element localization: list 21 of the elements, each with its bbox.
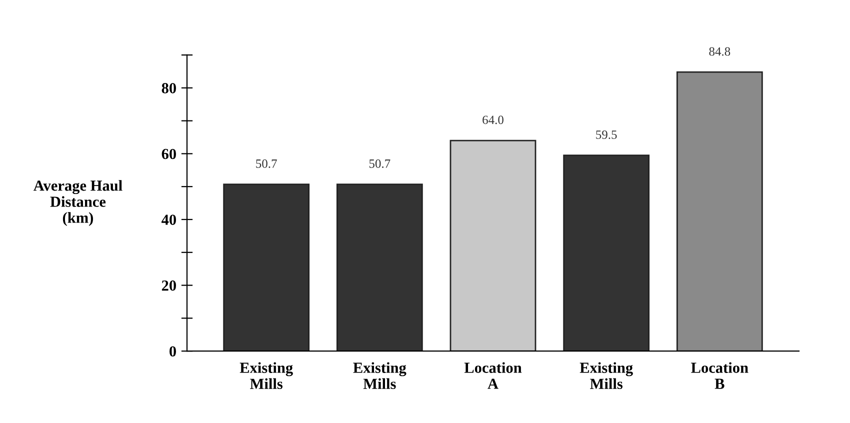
bar <box>676 71 763 352</box>
y-tick-label: 60 <box>162 148 176 160</box>
y-tick-label: 20 <box>162 280 176 291</box>
y-axis-title: Average Haul Distance (km) <box>33 180 122 226</box>
data-label: 50.7 <box>369 159 390 168</box>
x-tick-label: Existing Mills <box>353 362 406 390</box>
y-tick-label: 40 <box>162 214 176 225</box>
data-label: 64.0 <box>482 116 504 124</box>
bar <box>336 184 423 352</box>
data-label: 59.5 <box>596 130 617 139</box>
bar <box>563 154 650 352</box>
x-tick-label: Location B <box>691 362 748 389</box>
data-label: 84.8 <box>709 47 730 56</box>
x-tick-label: Location A <box>464 362 522 389</box>
bar <box>450 140 536 352</box>
x-tick-label: Existing Mills <box>240 362 293 390</box>
data-label: 50.7 <box>256 159 277 168</box>
x-tick-label: Existing Mills <box>580 362 633 390</box>
y-tick-label: 0 <box>170 346 176 357</box>
bar <box>223 184 310 352</box>
y-tick-label: 80 <box>162 83 176 94</box>
